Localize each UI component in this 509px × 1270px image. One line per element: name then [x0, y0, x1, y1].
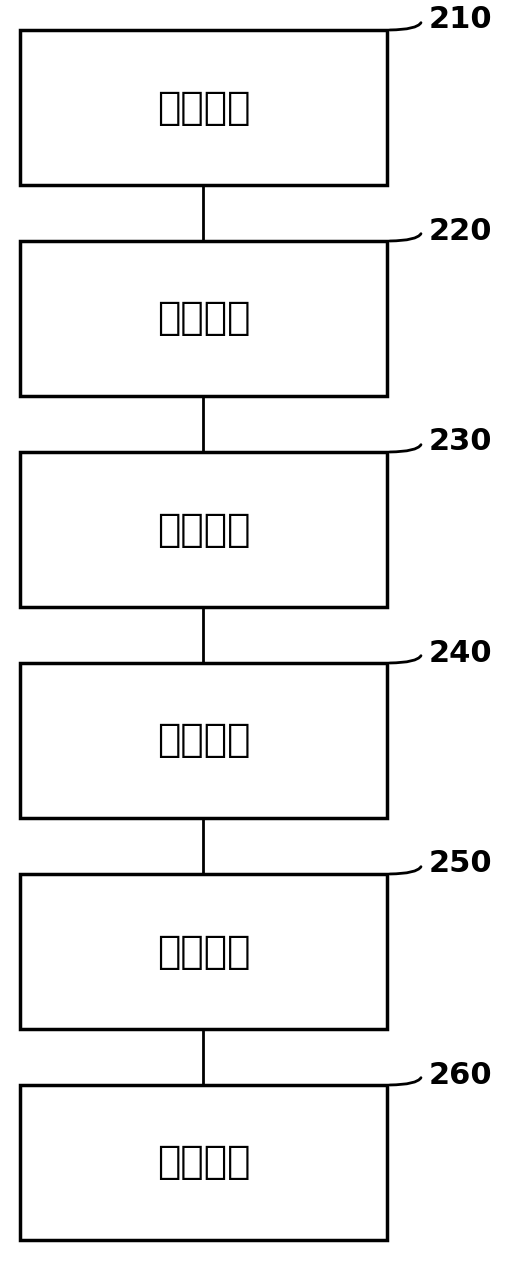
- Text: 转换模块: 转换模块: [157, 89, 250, 127]
- Bar: [20, 663, 387, 818]
- Bar: [20, 452, 387, 607]
- Bar: [20, 30, 387, 185]
- Text: 210: 210: [429, 5, 492, 34]
- Text: 划分模块: 划分模块: [157, 300, 250, 338]
- Text: 训练模块: 训练模块: [157, 511, 250, 549]
- Bar: [20, 1085, 387, 1240]
- Text: 230: 230: [429, 428, 492, 456]
- Text: 240: 240: [429, 639, 492, 668]
- Bar: [20, 874, 387, 1029]
- Bar: [20, 241, 387, 396]
- Text: 检测模块: 检测模块: [157, 932, 250, 970]
- Text: 220: 220: [429, 216, 492, 245]
- Text: 判断模块: 判断模块: [157, 1143, 250, 1181]
- Text: 260: 260: [429, 1060, 492, 1090]
- Text: 250: 250: [429, 850, 492, 879]
- Text: 增强模块: 增强模块: [157, 721, 250, 759]
